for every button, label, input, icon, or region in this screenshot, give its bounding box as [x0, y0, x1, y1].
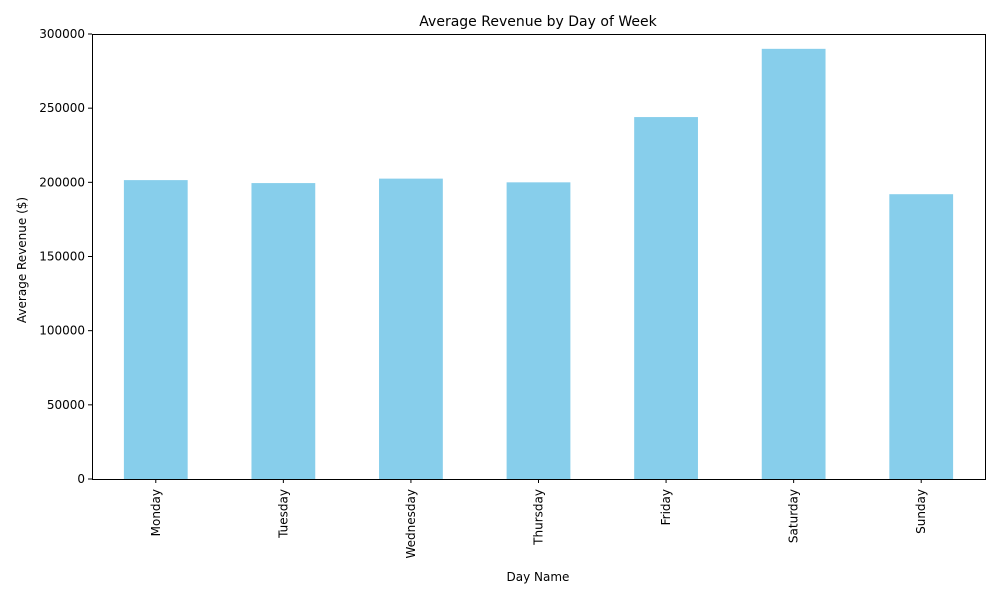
- x-tick-label-tuesday: Tuesday: [276, 489, 290, 539]
- bar-tuesday: [251, 183, 316, 479]
- bar-friday: [634, 117, 698, 480]
- y-tick-label-150000: 150000: [39, 250, 85, 264]
- x-axis-label: Day Name: [507, 570, 570, 584]
- y-axis-label: Average Revenue ($): [15, 197, 29, 323]
- y-tick-label-300000: 300000: [39, 27, 85, 41]
- chart-title: Average Revenue by Day of Week: [419, 14, 657, 30]
- x-tick-label-wednesday: Wednesday: [404, 489, 418, 558]
- x-axis-ticks: Monday Tuesday Wednesday Thursday Friday Satu…: [149, 479, 928, 558]
- bar-monday: [123, 180, 188, 479]
- y-tick-label-250000: 250000: [39, 101, 85, 115]
- plot-area-frame: [92, 34, 986, 480]
- y-tick-label-0: 0: [77, 472, 85, 486]
- x-tick-label-saturday: Saturday: [787, 489, 801, 543]
- bar-saturday: [761, 48, 826, 479]
- x-tick-label-sunday: Sunday: [914, 489, 928, 534]
- x-tick-label-monday: Monday: [149, 489, 163, 536]
- y-tick-label-200000: 200000: [39, 175, 85, 189]
- y-tick-label-50000: 50000: [47, 398, 85, 412]
- x-tick-label-thursday: Thursday: [532, 489, 546, 546]
- x-tick-label-friday: Friday: [659, 489, 673, 525]
- bar-sunday: [889, 194, 954, 479]
- bar-wednesday: [379, 178, 443, 479]
- y-tick-label-100000: 100000: [39, 324, 85, 338]
- bars-group: [123, 48, 954, 480]
- bar-thursday: [506, 182, 571, 480]
- y-axis-ticks: 0 50000 100000 150000 200000 250000 300000: [39, 27, 92, 486]
